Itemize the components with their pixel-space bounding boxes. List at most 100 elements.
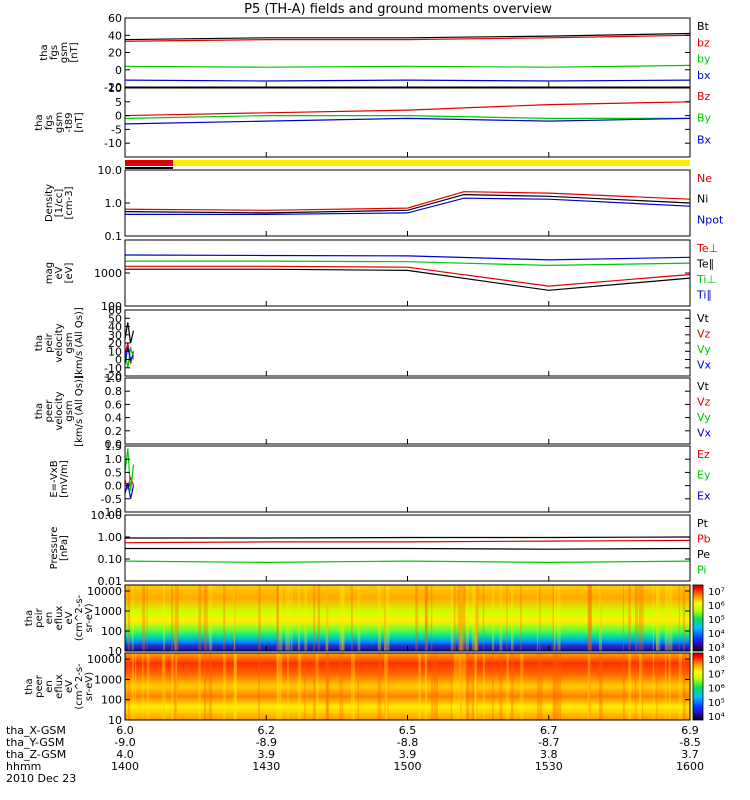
spectrogram-stripe	[678, 653, 683, 720]
legend-entry: Ni	[697, 193, 708, 206]
y-axis-label: tha	[34, 114, 45, 130]
y-axis-label: peer	[44, 399, 55, 423]
y-tick-label: 60	[108, 12, 122, 25]
spectrogram-stripe	[462, 653, 467, 720]
spectrogram-stripe	[326, 585, 329, 651]
spectrogram-stripe	[539, 585, 541, 651]
y-axis-label: fgs	[49, 45, 60, 60]
panel-9: 10⁷ 10⁶ 10⁵ 10⁴ 10³ 10000 1000 100 10 tha peir en ef…	[24, 584, 725, 658]
footer-value: 3.8	[540, 748, 558, 761]
series-line-Vx	[124, 346, 134, 364]
spectrogram-stripe	[304, 653, 306, 720]
spectrogram-stripe	[384, 653, 388, 720]
spectrogram-stripe	[287, 585, 291, 651]
spectrogram-stripe	[430, 653, 434, 720]
y-axis-label: fgs	[44, 115, 55, 130]
spectrogram-stripe	[459, 653, 463, 720]
panel-frame	[124, 17, 691, 88]
y-tick-label: 10.0	[98, 164, 123, 177]
series-line-Ni	[124, 193, 691, 214]
spectrogram-stripe	[588, 653, 591, 720]
spectrogram-stripe	[668, 653, 671, 720]
mode-bar	[125, 160, 690, 169]
spectrogram-stripe	[536, 585, 539, 651]
y-tick-label: -10	[104, 362, 122, 375]
y-tick-label: 0.1	[105, 230, 123, 243]
spectrogram-stripe	[622, 653, 625, 720]
y-tick-label: 1.0	[105, 453, 123, 466]
legend-entry: Te∥	[696, 258, 714, 271]
panel-1: Bt bz by bx 60 40 20 0 -20 tha fgs gsm [nT]	[39, 12, 711, 94]
spectrogram-stripe	[285, 585, 288, 651]
spectrogram-stripe	[424, 585, 427, 651]
spectrogram-stripe	[476, 585, 478, 651]
spectrogram-stripe	[465, 653, 470, 720]
spectrogram-stripe	[174, 585, 177, 651]
y-tick-label: 0.0	[105, 480, 123, 493]
y-tick-label: -20	[104, 370, 122, 383]
spectrogram-stripe	[476, 653, 478, 720]
y-axis-label: gsm	[54, 112, 65, 133]
footer-value: 6.2	[258, 724, 276, 737]
panel-4: Te⊥ Te∥ Ti⊥ Ti∥ 1000 100 mag eV [eV]	[44, 239, 718, 313]
spectrogram-stripe	[171, 585, 174, 651]
legend-entry: Pb	[697, 533, 711, 546]
spectrogram-stripe	[460, 585, 464, 651]
series-line-bx	[124, 79, 691, 82]
spectrogram-stripe	[351, 585, 353, 651]
footer-value: 6.5	[399, 724, 417, 737]
spectrogram-stripe	[325, 585, 329, 651]
spectrogram-stripe	[599, 653, 602, 720]
spectrogram-stripe	[357, 585, 361, 651]
spectrogram-stripe	[552, 653, 556, 720]
spectrogram-stripe	[656, 585, 661, 651]
spectrogram-stripe	[339, 653, 342, 720]
footer-row-label: tha_Y-GSM	[6, 736, 64, 749]
spectrogram-stripe	[652, 653, 655, 720]
spectrogram-stripe	[511, 653, 514, 720]
footer-row-label: tha_X-GSM	[6, 724, 66, 737]
legend-entry: Vy	[697, 343, 711, 356]
footer-value: -9.0	[114, 736, 135, 749]
y-tick-label: 0.8	[105, 385, 123, 398]
spectrogram-stripe	[258, 585, 261, 651]
y-tick-label: 100	[101, 300, 122, 313]
y-axis-label: peir	[44, 332, 55, 352]
spectrogram-stripe	[339, 585, 344, 651]
spectrogram-stripe	[475, 585, 479, 651]
y-tick-label: 0	[115, 64, 122, 77]
colorbar	[692, 584, 704, 652]
series-line-Ti∥	[124, 254, 691, 261]
spectrogram-stripe	[656, 585, 658, 651]
spectrogram-stripe	[223, 653, 226, 720]
spectrogram-stripe	[587, 653, 591, 720]
spectrogram-stripe	[474, 653, 476, 720]
y-axis-label: tha	[24, 610, 35, 626]
panel-8: Pt Pb Pe Pi 10.00 1.00 0.10 0.01 Pressure [nPa]	[49, 509, 711, 588]
spectrogram-stripe	[278, 585, 283, 651]
spectrogram	[125, 585, 690, 651]
series-line-Ey	[124, 448, 135, 491]
y-axis-label: eflux	[54, 674, 65, 699]
footer-value: 1500	[394, 760, 422, 773]
y-tick-label: -5	[111, 123, 122, 136]
spectrogram-stripe	[554, 653, 558, 720]
footer-value: 6.9	[681, 724, 699, 737]
spectrogram-stripe	[384, 585, 387, 651]
y-tick-label: 0.2	[105, 425, 123, 438]
spectrogram-stripe	[459, 585, 463, 651]
spectrogram-stripe	[234, 585, 236, 651]
footer-row-label: tha_Z-GSM	[6, 748, 66, 761]
series-line-Pt	[125, 536, 691, 539]
spectrogram-stripe	[664, 585, 669, 651]
y-axis-label: gsm	[64, 332, 75, 353]
spectrogram-stripe	[457, 585, 462, 651]
legend-entry: Bz	[697, 90, 711, 103]
legend-entry: Pe	[697, 548, 710, 561]
panel-frame	[124, 309, 691, 377]
spectrogram-stripe	[326, 653, 329, 720]
spectrogram-stripe	[506, 585, 508, 651]
y-tick-label: 10000	[87, 653, 122, 666]
spectrogram-stripe	[174, 653, 177, 720]
spectrogram-stripe	[475, 653, 477, 720]
